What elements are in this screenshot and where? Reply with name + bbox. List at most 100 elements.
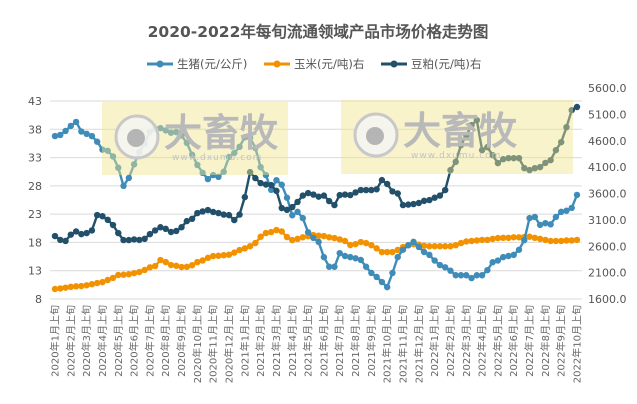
data-point — [88, 281, 96, 288]
data-point — [315, 232, 322, 239]
data-point — [278, 228, 285, 235]
data-point — [273, 187, 280, 195]
legend-item[interactable]: 玉米(元/吨)右 — [264, 57, 364, 71]
data-point — [457, 272, 465, 279]
data-point — [236, 143, 243, 151]
data-point — [320, 253, 328, 261]
legend-label: 豆粕(元/吨)右 — [411, 57, 481, 71]
data-point — [373, 186, 380, 193]
data-point — [162, 127, 169, 134]
data-point — [426, 243, 433, 250]
data-point — [315, 193, 322, 200]
x-tick-label: 2022年9月上旬 — [555, 305, 568, 377]
watermark-text: 大畜牧 — [164, 111, 279, 155]
data-point — [57, 236, 64, 244]
data-point — [389, 248, 396, 256]
data-point — [552, 146, 560, 154]
data-point — [568, 204, 575, 212]
data-point — [499, 156, 507, 163]
data-point — [331, 263, 338, 270]
legend-marker — [390, 60, 398, 68]
data-point — [88, 227, 96, 234]
data-point — [394, 190, 401, 197]
data-point — [357, 256, 365, 264]
data-point — [436, 243, 444, 250]
data-point — [526, 233, 533, 240]
data-point — [457, 239, 465, 247]
left-tick-label: 43 — [28, 95, 42, 108]
data-point — [341, 191, 349, 198]
data-point — [173, 262, 180, 269]
data-point — [521, 164, 528, 172]
data-point — [215, 252, 222, 259]
data-point — [320, 232, 328, 240]
data-point — [93, 138, 101, 145]
data-point — [542, 236, 549, 244]
data-point — [93, 211, 101, 219]
right-tick-label: 3600.0 — [588, 188, 627, 201]
data-point — [72, 228, 80, 235]
x-tick-label: 2020年11月上旬 — [207, 305, 220, 383]
data-point — [431, 257, 438, 264]
chart-title: 2020-2022年每旬流通领域产品市场价格走势图 — [148, 22, 489, 41]
data-point — [410, 238, 417, 246]
data-point — [104, 147, 111, 154]
data-point — [51, 232, 59, 240]
legend-item[interactable]: 豆粕(元/吨)右 — [381, 57, 481, 71]
data-point — [383, 180, 391, 188]
legend-label: 玉米(元/吨)右 — [294, 57, 364, 71]
right-tick-label: 1600.0 — [588, 293, 627, 306]
data-point — [241, 134, 249, 141]
data-point — [167, 129, 175, 136]
data-point — [78, 282, 85, 290]
data-point — [463, 238, 470, 245]
legend-item[interactable]: 生猪(元/公斤) — [147, 57, 247, 71]
right-tick-label: 5600.0 — [588, 82, 627, 95]
data-point — [72, 118, 80, 126]
data-point — [552, 237, 560, 245]
data-point — [542, 219, 549, 227]
x-tick-label: 2021年2月上旬 — [254, 305, 267, 377]
data-point — [447, 243, 454, 250]
x-tick-label: 2022年1月上旬 — [428, 305, 441, 377]
legend: 生猪(元/公斤) 玉米(元/吨)右 豆粕(元/吨)右 — [147, 57, 481, 71]
data-point — [157, 124, 164, 132]
x-tick-label: 2022年8月上旬 — [539, 305, 552, 377]
data-point — [262, 171, 270, 179]
left-tick-label: 8 — [35, 293, 42, 306]
data-point — [394, 253, 401, 261]
data-point — [157, 224, 164, 231]
data-point — [283, 233, 291, 241]
data-point — [463, 272, 470, 279]
data-point — [420, 248, 428, 256]
data-point — [57, 285, 64, 292]
data-point — [341, 252, 349, 260]
data-point — [78, 128, 85, 135]
data-point — [125, 174, 133, 182]
data-point — [104, 276, 111, 284]
data-point — [67, 231, 75, 238]
data-point — [473, 272, 481, 279]
data-point — [352, 189, 359, 196]
data-point — [236, 246, 243, 254]
data-point — [257, 233, 264, 240]
data-point — [352, 240, 359, 248]
data-point — [405, 242, 412, 249]
data-point — [489, 259, 496, 266]
data-point — [415, 243, 423, 251]
right-tick-label: 5100.0 — [588, 108, 627, 121]
data-point — [557, 208, 565, 216]
data-point — [368, 241, 375, 249]
data-point — [231, 216, 238, 224]
data-point — [331, 201, 338, 209]
x-tick-label: 2021年3月上旬 — [270, 305, 283, 377]
data-point — [289, 236, 296, 244]
data-point — [478, 146, 486, 154]
data-point — [468, 121, 475, 129]
x-tick-label: 2021年1月上旬 — [238, 305, 251, 377]
data-point — [125, 271, 133, 278]
data-point — [178, 263, 185, 271]
data-point — [204, 206, 212, 214]
data-point — [231, 249, 238, 256]
data-point — [183, 217, 191, 225]
